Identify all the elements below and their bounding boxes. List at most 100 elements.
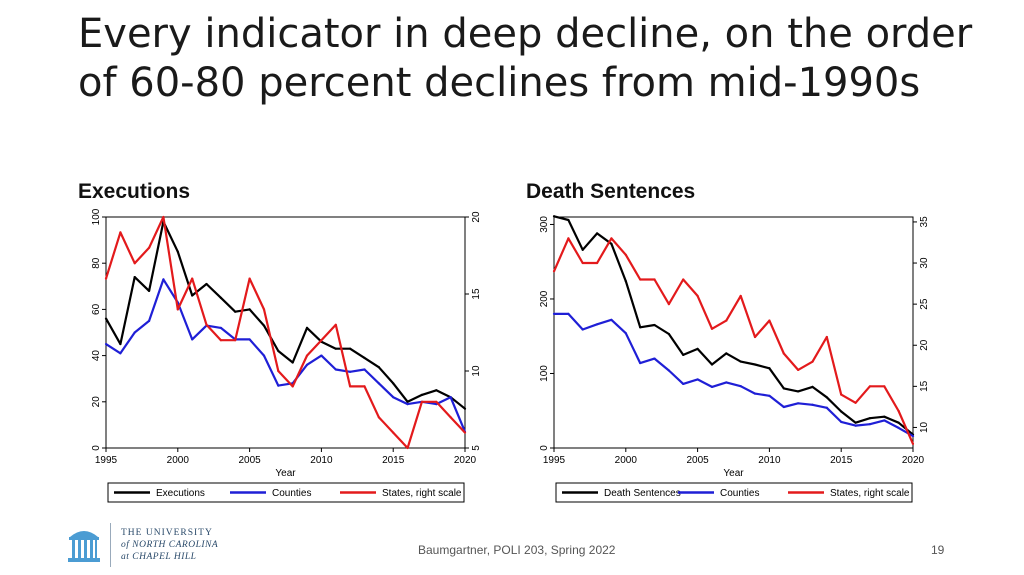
page-number: 19 (931, 543, 945, 557)
executions-chart-heading: Executions (78, 180, 191, 203)
data-point-death-sentences (797, 390, 800, 393)
data-point-counties (363, 368, 366, 371)
data-point-executions (463, 407, 467, 410)
data-point-death-sentences (581, 248, 584, 251)
series-line-states-right-scale (104, 215, 466, 450)
data-point-counties (449, 396, 452, 399)
data-point-death-sentences (610, 242, 613, 245)
data-point-executions (191, 294, 194, 297)
data-point-states-right-scale (567, 237, 570, 240)
x-axis-tick-label: 2015 (830, 455, 853, 466)
data-point-counties (840, 420, 843, 424)
series-line-counties (554, 312, 914, 438)
data-point-states-right-scale (552, 270, 556, 273)
data-point-counties (191, 338, 194, 341)
data-point-counties (825, 406, 828, 409)
data-point-states-right-scale (811, 360, 814, 363)
logo-line-2: of NORTH CAROLINA (121, 540, 219, 550)
data-point-states-right-scale (262, 308, 266, 311)
data-point-executions (104, 317, 108, 320)
data-point-states-right-scale (911, 442, 915, 445)
data-point-counties (911, 434, 915, 438)
data-point-states-right-scale (696, 294, 699, 298)
data-point-death-sentences (753, 363, 757, 366)
data-point-counties (406, 403, 409, 406)
legend-label: States, right scale (382, 488, 462, 499)
left-axis-tick-label: 100 (91, 208, 102, 225)
footer-credit: Baumgartner, POLI 203, Spring 2022 (418, 543, 616, 557)
data-point-states-right-scale (176, 308, 179, 311)
data-point-states-right-scale (883, 385, 886, 388)
data-point-states-right-scale (277, 369, 280, 373)
data-point-counties (710, 385, 714, 388)
data-point-executions (234, 310, 237, 313)
legend-box (107, 482, 465, 503)
data-point-states-right-scale (291, 385, 294, 388)
left-axis-tick-label: 80 (91, 257, 102, 269)
x-axis-tick-label: 2020 (902, 455, 925, 466)
data-point-states-right-scale (435, 400, 438, 403)
data-point-death-sentences (696, 347, 699, 350)
data-point-counties (104, 342, 108, 346)
left-axis-tick-label: 0 (539, 445, 550, 451)
x-axis-tick-label: 2015 (382, 455, 405, 466)
right-axis-tick-label: 15 (919, 380, 930, 392)
left-axis-tick-label: 60 (91, 303, 102, 315)
x-axis-tick-label: 2010 (758, 455, 781, 466)
data-point-counties (667, 369, 670, 372)
data-point-states-right-scale (104, 277, 108, 280)
right-axis-tick-label: 20 (919, 339, 930, 351)
data-point-states-right-scale (119, 231, 122, 234)
data-point-death-sentences (552, 215, 556, 218)
right-axis-tick-label: 10 (919, 421, 930, 433)
data-point-states-right-scale (710, 327, 714, 330)
data-point-counties (682, 382, 685, 386)
data-point-counties (883, 419, 886, 422)
logo-line-1: THE UNIVERSITY (121, 528, 213, 538)
data-point-states-right-scale (406, 446, 409, 450)
right-axis-tick-label: 10 (471, 365, 482, 377)
right-axis-tick-label: 15 (471, 288, 482, 300)
data-point-states-right-scale (133, 262, 136, 265)
data-point-death-sentences (639, 326, 642, 329)
data-point-states-right-scale (305, 354, 309, 357)
data-point-counties (811, 403, 814, 406)
data-point-executions (133, 275, 136, 279)
data-point-states-right-scale (739, 294, 742, 298)
legend-label: Executions (156, 488, 205, 499)
data-point-states-right-scale (825, 335, 828, 339)
data-point-counties (624, 332, 627, 335)
data-point-executions (147, 289, 151, 293)
data-point-states-right-scale (377, 416, 380, 419)
data-point-death-sentences (811, 385, 814, 388)
data-point-states-right-scale (624, 253, 627, 256)
data-point-executions (248, 308, 251, 311)
data-point-executions (262, 324, 266, 327)
data-point-states-right-scale (840, 393, 843, 396)
right-axis-tick-label: 25 (919, 298, 930, 310)
data-point-executions (291, 361, 294, 364)
data-point-death-sentences (653, 323, 656, 327)
data-point-states-right-scale (392, 431, 395, 434)
data-point-counties (349, 370, 352, 373)
data-point-counties (653, 357, 656, 360)
data-point-states-right-scale (420, 400, 424, 403)
x-axis-tick-label: 2000 (167, 455, 190, 466)
left-axis-tick-label: 200 (539, 290, 550, 307)
left-axis-tick-label: 300 (539, 216, 550, 233)
data-point-death-sentences (739, 360, 742, 363)
slide-title: Every indicator in deep decline, on the … (78, 11, 973, 106)
data-point-death-sentences (768, 367, 771, 370)
death-sentences-chart-heading: Death Sentences (526, 180, 696, 203)
x-axis-tick-label: 1995 (543, 455, 566, 466)
data-point-counties (162, 278, 165, 281)
data-point-counties (119, 352, 122, 355)
data-point-counties (768, 394, 771, 397)
data-point-executions (392, 382, 395, 385)
data-point-counties (854, 424, 857, 427)
left-axis-tick-label: 0 (91, 445, 102, 451)
right-axis-tick-label: 20 (471, 211, 482, 223)
data-point-executions (435, 389, 438, 392)
logo-divider (110, 523, 111, 567)
data-point-counties (567, 312, 570, 315)
